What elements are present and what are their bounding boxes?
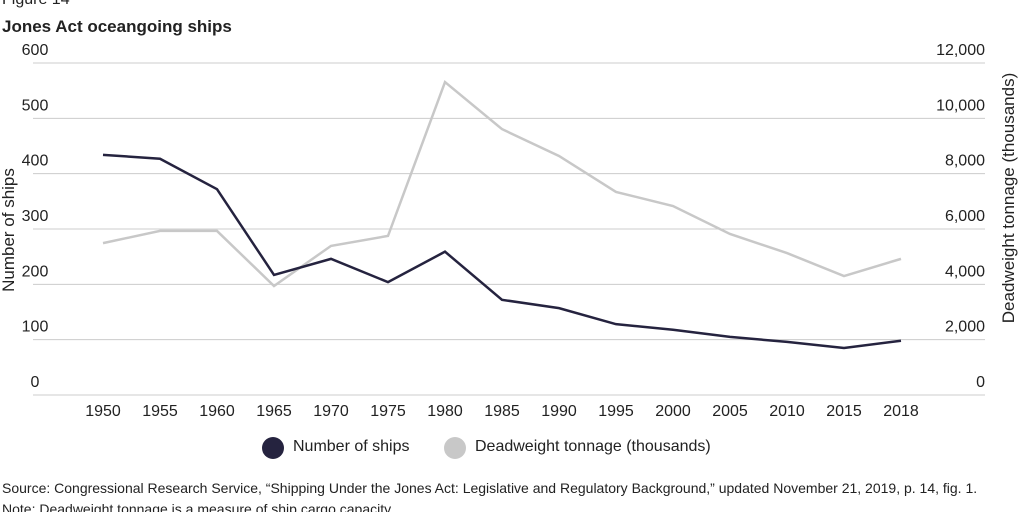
y-axis-label: Number of ships xyxy=(0,168,18,292)
y2-tick-label: 2,000 xyxy=(945,319,985,336)
y2-tick-label: 6,000 xyxy=(945,208,985,225)
line xyxy=(102,153,902,350)
x-tick-label: 1970 xyxy=(313,403,349,420)
y-tick-label: 200 xyxy=(22,263,49,280)
legend-label: Deadweight tonnage (thousands) xyxy=(475,438,711,455)
x-tick-label: 2005 xyxy=(712,403,748,420)
x-tick-label: 1980 xyxy=(427,403,463,420)
x-tick-label: 1985 xyxy=(484,403,520,420)
y-tick-label: 0 xyxy=(31,374,40,391)
legend-swatch xyxy=(262,437,284,459)
figure-label: Figure 14 xyxy=(2,0,70,8)
line xyxy=(102,80,902,288)
y-tick-label: 500 xyxy=(22,97,49,114)
y-tick-label: 400 xyxy=(22,153,49,170)
y2-tick-label: 12,000 xyxy=(936,42,985,59)
note: Note: Deadweight tonnage is a measure of… xyxy=(2,501,394,512)
y2-tick-label: 10,000 xyxy=(936,97,985,114)
x-tick-label: 1950 xyxy=(85,403,121,420)
x-tick-label: 1990 xyxy=(541,403,577,420)
legend-label: Number of ships xyxy=(293,438,410,455)
x-tick-label: 1960 xyxy=(199,403,235,420)
source-note: Source: Congressional Research Service, … xyxy=(2,480,977,496)
x-tick-label: 2010 xyxy=(769,403,805,420)
y2-tick-label: 8,000 xyxy=(945,153,985,170)
chart-title: Jones Act oceangoing ships xyxy=(2,17,232,36)
y2-tick-label: 4,000 xyxy=(945,263,985,280)
x-tick-label: 1995 xyxy=(598,403,634,420)
x-tick-label: 2000 xyxy=(655,403,691,420)
y2-tick-label: 0 xyxy=(976,374,985,391)
x-tick-label: 2018 xyxy=(883,403,919,420)
x-tick-label: 1975 xyxy=(370,403,406,420)
y-tick-label: 300 xyxy=(22,208,49,225)
x-tick-label: 1965 xyxy=(256,403,292,420)
y-tick-label: 600 xyxy=(22,42,49,59)
x-tick-label: 2015 xyxy=(826,403,862,420)
x-tick-label: 1955 xyxy=(142,403,178,420)
y-tick-label: 100 xyxy=(22,319,49,336)
legend-swatch xyxy=(444,437,466,459)
y2-axis-label: Deadweight tonnage (thousands) xyxy=(999,73,1018,323)
